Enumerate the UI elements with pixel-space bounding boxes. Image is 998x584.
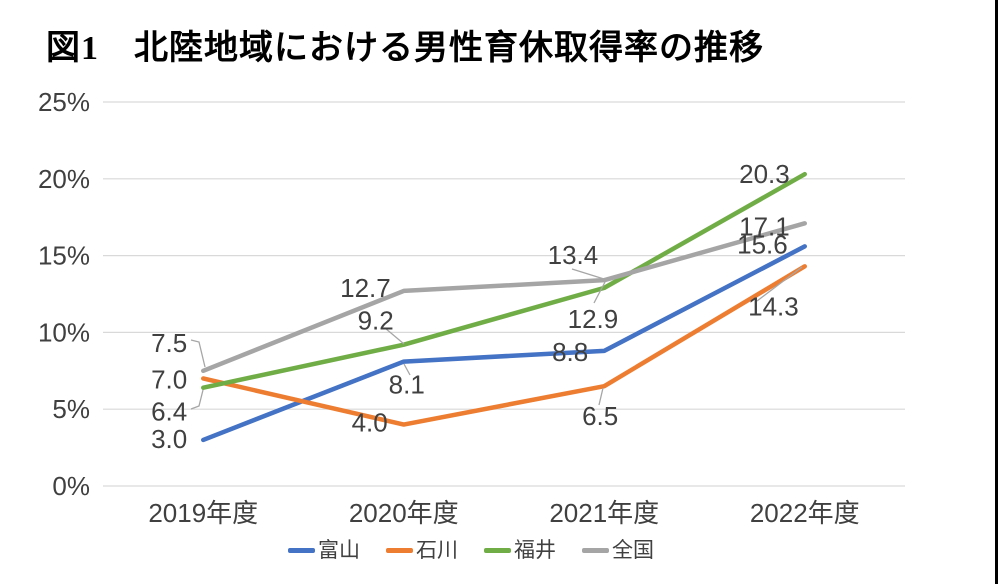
data-label-toyama: 8.1 (389, 370, 425, 400)
x-category-label: 2022年度 (750, 498, 860, 528)
data-label-zenkoku: 12.7 (340, 273, 391, 303)
series-line-fukui (201, 171, 807, 390)
legend-item-toyama: 富山 (288, 540, 360, 561)
data-label-ishikawa: 4.0 (352, 408, 388, 438)
legend-label-fukui: 福井 (514, 539, 556, 562)
chart-title: 図1 北陸地域における男性育休取得率の推移 (46, 30, 764, 67)
legend-item-ishikawa: 石川 (386, 540, 458, 561)
chart-legend: 富山 石川 福井 全国 (0, 540, 970, 561)
y-tick-label: 25% (38, 87, 90, 117)
y-tick-label: 0% (52, 471, 90, 501)
data-label-fukui: 12.9 (568, 304, 619, 334)
leader-line (190, 389, 204, 410)
y-tick-label: 5% (52, 394, 90, 424)
data-label-zenkoku: 17.1 (739, 211, 790, 241)
legend-marker-ishikawa (386, 548, 413, 553)
x-category-label: 2019年度 (148, 498, 258, 528)
legend-marker-fukui (484, 548, 511, 553)
legend-marker-zenkoku (582, 548, 609, 553)
series-line-ishikawa (201, 264, 807, 427)
series-line-zenkoku (201, 221, 807, 374)
x-category-label: 2021年度 (549, 498, 659, 528)
legend-label-toyama: 富山 (318, 539, 360, 562)
data-label-toyama: 3.0 (151, 424, 187, 454)
leader-line (384, 327, 405, 345)
data-label-fukui: 6.4 (151, 397, 187, 427)
y-tick-label: 10% (38, 317, 90, 347)
data-label-ishikawa: 14.3 (748, 291, 799, 321)
leader-line (571, 268, 605, 280)
leader-line (756, 266, 803, 302)
y-tick-label: 20% (38, 164, 90, 194)
data-label-zenkoku: 13.4 (548, 240, 599, 270)
data-label-zenkoku: 7.5 (151, 328, 187, 358)
data-label-ishikawa: 7.0 (151, 364, 187, 394)
leader-line (598, 387, 604, 406)
x-category-label: 2020年度 (349, 498, 459, 528)
data-label-fukui: 20.3 (739, 159, 790, 189)
leader-line (593, 281, 606, 304)
legend-label-zenkoku: 全国 (612, 539, 654, 562)
series-line-toyama (201, 244, 807, 443)
data-label-fukui: 9.2 (358, 306, 394, 336)
leader-line (190, 339, 206, 368)
data-label-toyama: 8.8 (552, 337, 588, 367)
y-tick-label: 15% (38, 241, 90, 271)
legend-item-zenkoku: 全国 (582, 540, 654, 561)
legend-item-fukui: 福井 (484, 540, 556, 561)
legend-label-ishikawa: 石川 (416, 539, 458, 562)
data-label-toyama: 15.6 (737, 229, 788, 259)
legend-marker-toyama (288, 548, 315, 553)
leader-line (403, 363, 411, 376)
data-label-ishikawa: 6.5 (582, 401, 618, 431)
